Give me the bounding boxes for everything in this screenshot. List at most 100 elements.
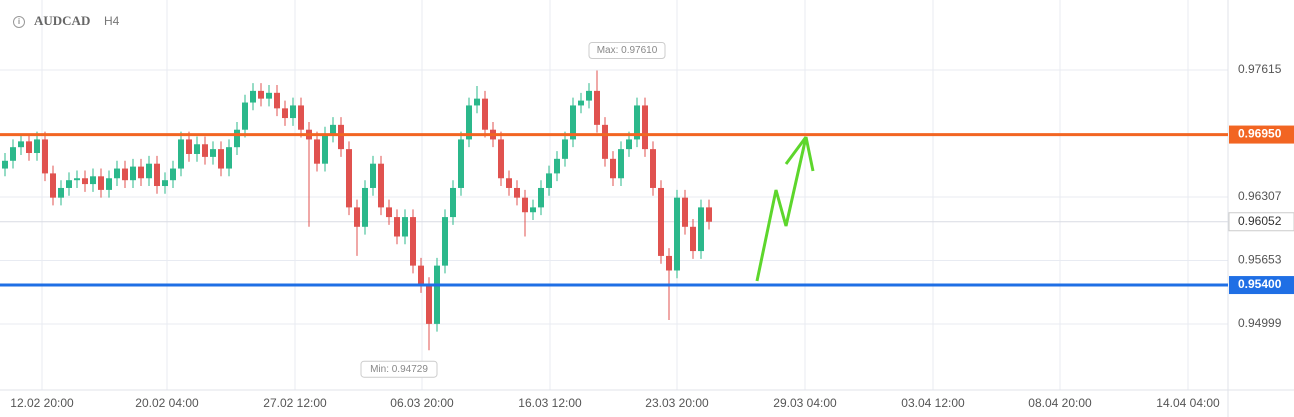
candle-body bbox=[434, 265, 440, 324]
candle-body bbox=[202, 144, 208, 157]
candle-body bbox=[58, 187, 64, 198]
candle-body bbox=[370, 163, 376, 188]
info-icon-glyph: i bbox=[18, 17, 20, 26]
candle-body bbox=[210, 149, 216, 157]
level-label: 0.95400 bbox=[1238, 277, 1282, 291]
candle-body bbox=[18, 141, 24, 148]
candle-body bbox=[218, 149, 224, 169]
candle-body bbox=[338, 124, 344, 150]
candle-body bbox=[242, 102, 248, 130]
candle-body bbox=[290, 105, 296, 119]
candle-body bbox=[394, 217, 400, 237]
candle-body bbox=[274, 92, 280, 109]
candle-body bbox=[194, 144, 200, 154]
candle-body bbox=[386, 207, 392, 218]
candle-body bbox=[690, 226, 696, 252]
y-tick-label: 0.97615 bbox=[1238, 62, 1282, 76]
candle-body bbox=[130, 166, 136, 181]
candle-body bbox=[258, 90, 264, 99]
candle-body bbox=[698, 207, 704, 252]
candle-body bbox=[482, 98, 488, 130]
candle-body bbox=[442, 217, 448, 266]
candle-body bbox=[458, 139, 464, 188]
candle-body bbox=[674, 197, 680, 271]
annotation-text: Max: 0.97610 bbox=[597, 45, 658, 56]
candle-body bbox=[146, 163, 152, 179]
candle-body bbox=[506, 178, 512, 188]
candle-body bbox=[122, 168, 128, 181]
level-label: 0.96950 bbox=[1238, 127, 1282, 141]
candle-body bbox=[562, 139, 568, 159]
candle-body bbox=[362, 187, 368, 227]
candle-body bbox=[322, 134, 328, 164]
x-tick-label: 06.03 20:00 bbox=[390, 396, 454, 410]
candle-body bbox=[642, 105, 648, 150]
candle-body bbox=[186, 139, 192, 154]
candle-body bbox=[234, 129, 240, 148]
candle-body bbox=[650, 149, 656, 188]
candle-body bbox=[466, 105, 472, 140]
timeframe: H4 bbox=[104, 14, 120, 28]
candle-body bbox=[554, 158, 560, 174]
candle-body bbox=[90, 176, 96, 185]
x-tick-label: 29.03 04:00 bbox=[773, 396, 837, 410]
candle-body bbox=[226, 147, 232, 169]
forecast-arrow bbox=[755, 136, 815, 282]
candle-body bbox=[282, 108, 288, 119]
candle-body bbox=[2, 160, 8, 169]
candle-body bbox=[82, 178, 88, 185]
x-tick-label: 16.03 12:00 bbox=[518, 396, 582, 410]
candle-body bbox=[50, 173, 56, 198]
level-label-box bbox=[1229, 125, 1294, 144]
candle-body bbox=[522, 197, 528, 213]
candle-body bbox=[450, 187, 456, 218]
symbol: AUDCAD bbox=[34, 13, 90, 28]
candle-body bbox=[330, 124, 336, 135]
x-tick-label: 12.02 20:00 bbox=[10, 396, 74, 410]
candle-body bbox=[66, 180, 72, 188]
candle-body bbox=[10, 147, 16, 161]
candle-body bbox=[626, 139, 632, 150]
candle-body bbox=[530, 207, 536, 213]
candle-body bbox=[474, 98, 480, 106]
x-tick-label: 23.03 20:00 bbox=[645, 396, 709, 410]
candle-body bbox=[594, 90, 600, 125]
candle-body bbox=[26, 141, 32, 154]
candle-body bbox=[658, 187, 664, 256]
candle-body bbox=[578, 100, 584, 106]
candle-body bbox=[402, 217, 408, 237]
candle-body bbox=[538, 187, 544, 208]
candle-body bbox=[354, 207, 360, 227]
candle-body bbox=[618, 149, 624, 179]
candle-body bbox=[162, 180, 168, 187]
candle-body bbox=[706, 207, 712, 222]
x-tick-label: 20.02 04:00 bbox=[135, 396, 199, 410]
annotation-box bbox=[360, 360, 438, 378]
candle-body bbox=[178, 139, 184, 169]
candle-body bbox=[298, 105, 304, 130]
extreme-annotation: Min: 0.94729 bbox=[360, 360, 438, 378]
extreme-annotation: Max: 0.97610 bbox=[588, 41, 666, 59]
candle-body bbox=[498, 139, 504, 179]
candle-body bbox=[314, 139, 320, 164]
candle-body bbox=[586, 90, 592, 101]
y-tick-label: 0.95653 bbox=[1238, 253, 1282, 267]
level-label-box bbox=[1229, 276, 1294, 295]
candle-body bbox=[602, 124, 608, 159]
annotation-box bbox=[588, 41, 666, 59]
annotation-text: Min: 0.94729 bbox=[370, 364, 428, 375]
forecast-arrow-head bbox=[784, 136, 808, 165]
candle-body bbox=[570, 105, 576, 140]
candle-body bbox=[154, 163, 160, 187]
candle-body bbox=[74, 178, 80, 181]
info-icon[interactable] bbox=[13, 16, 25, 28]
candle-body bbox=[266, 92, 272, 99]
candle-body bbox=[106, 178, 112, 190]
x-tick-label: 08.04 20:00 bbox=[1028, 396, 1092, 410]
candle-body bbox=[114, 168, 120, 179]
x-tick-label: 03.04 12:00 bbox=[901, 396, 965, 410]
y-tick-label: 0.94999 bbox=[1238, 316, 1282, 330]
x-tick-label: 14.04 04:00 bbox=[1156, 396, 1220, 410]
